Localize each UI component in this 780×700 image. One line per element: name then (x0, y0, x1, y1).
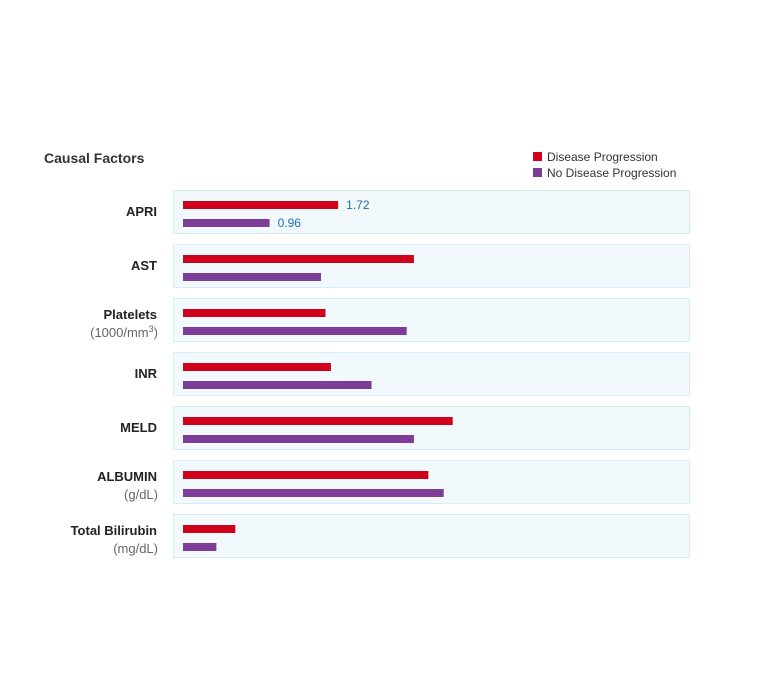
row-panel (173, 460, 690, 504)
row-4: MELD (120, 406, 690, 450)
bar-disease-progression (183, 471, 429, 479)
bar-disease-progression (183, 201, 339, 209)
data-label: 1.72 (346, 198, 370, 212)
bar-disease-progression (183, 255, 414, 263)
category-unit-tail: ) (154, 325, 158, 340)
category-label: MELD (120, 420, 157, 435)
chart-legend: Disease Progression No Disease Progressio… (533, 150, 676, 180)
legend-label-1: Disease Progression (547, 150, 658, 164)
bar-disease-progression (183, 309, 326, 317)
bar-no-disease-progression (183, 273, 322, 281)
category-unit: (1000/mm3) (90, 324, 158, 340)
bar-no-disease-progression (183, 435, 414, 443)
data-label: 0.96 (278, 216, 302, 230)
category-label: INR (135, 366, 158, 381)
category-label: Total Bilirubin (71, 523, 157, 538)
bar-disease-progression (183, 417, 453, 425)
category-label: AST (131, 258, 157, 273)
row-1: AST (131, 244, 690, 288)
category-unit-text: (mg/dL) (113, 541, 158, 556)
chart-title: Causal Factors (44, 150, 145, 166)
row-6: Total Bilirubin (mg/dL) (71, 514, 690, 558)
row-3: INR (135, 352, 690, 396)
bar-no-disease-progression (183, 489, 444, 497)
bar-disease-progression (183, 525, 236, 533)
row-panel (173, 514, 690, 558)
category-unit-superscript: 3 (149, 324, 154, 334)
bar-no-disease-progression (183, 543, 217, 551)
bar-no-disease-progression (183, 327, 407, 335)
row-panel (173, 406, 690, 450)
legend-swatch-1 (533, 152, 542, 161)
row-panel (173, 244, 690, 288)
row-2: Platelets (1000/mm3) (90, 298, 690, 342)
row-panel (173, 298, 690, 342)
category-label: APRI (126, 204, 157, 219)
category-unit-text: (g/dL) (124, 487, 158, 502)
bar-no-disease-progression (183, 219, 270, 227)
row-0: APRI 1.72 0.96 (126, 190, 690, 234)
category-unit-text: (1000/mm (90, 325, 149, 340)
category-unit: (mg/dL) (113, 541, 158, 556)
legend-label-2: No Disease Progression (547, 166, 676, 180)
category-label: ALBUMIN (97, 469, 157, 484)
row-panel (173, 352, 690, 396)
bar-disease-progression (183, 363, 331, 371)
row-panel (173, 190, 690, 234)
category-unit: (g/dL) (124, 487, 158, 502)
legend-swatch-2 (533, 168, 542, 177)
category-label: Platelets (104, 307, 157, 322)
chart-rows: APRI 1.72 0.96 AST Platelets (1000/mm3) INR MEL… (71, 190, 690, 558)
bar-no-disease-progression (183, 381, 372, 389)
row-5: ALBUMIN (g/dL) (97, 460, 690, 504)
